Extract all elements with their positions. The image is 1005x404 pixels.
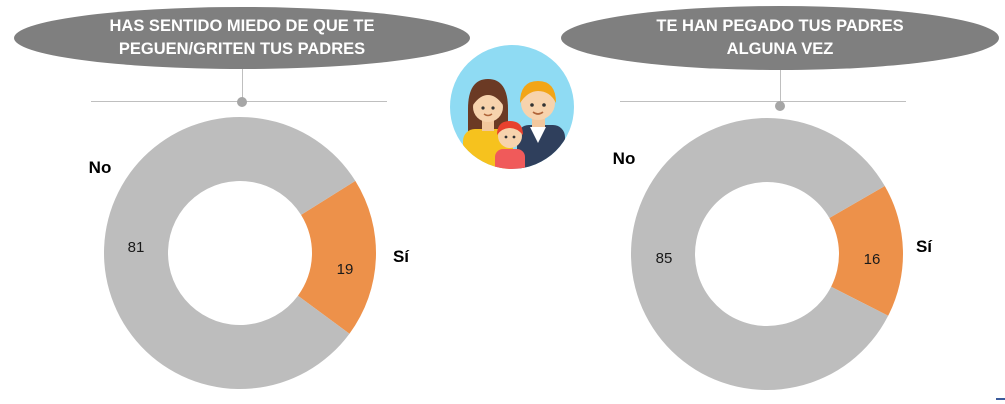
donut-chart-left: No Sí 81 19 — [89, 116, 410, 389]
data-label-no: 85 — [656, 250, 673, 267]
title-connector-dot-right — [775, 101, 785, 111]
data-label-si: 16 — [864, 251, 881, 268]
chart-title-left-line-2: PEGUEN/GRITEN TUS PADRES — [118, 40, 366, 58]
chart-title-left: HAS SENTIDO MIEDO DE QUE TE PEGUEN/GRITE… — [14, 7, 470, 69]
category-label-si: Sí — [916, 237, 933, 256]
title-connector-right — [780, 70, 781, 101]
donut-slice-si — [297, 180, 376, 334]
title-rule-right — [620, 101, 906, 102]
title-connector-dot-left — [237, 97, 247, 107]
data-label-si: 19 — [337, 261, 354, 278]
donut-slice-no — [631, 117, 889, 390]
title-connector-left — [242, 69, 243, 101]
chart-title-right-line-2: ALGUNA VEZ — [726, 40, 834, 58]
donut-slice-si — [829, 186, 903, 316]
family-icon — [450, 45, 574, 169]
data-label-no: 81 — [128, 239, 145, 256]
slide-corner-mark — [996, 398, 1005, 400]
category-label-no: No — [89, 158, 112, 177]
category-label-si: Sí — [393, 247, 410, 266]
donut-chart-right: No Sí 85 16 — [613, 117, 933, 390]
chart-title-left-line-1: HAS SENTIDO MIEDO DE QUE TE — [109, 17, 375, 35]
category-label-no: No — [613, 149, 636, 168]
chart-title-right-line-1: TE HAN PEGADO TUS PADRES — [656, 17, 904, 35]
chart-title-right: TE HAN PEGADO TUS PADRES ALGUNA VEZ — [561, 6, 999, 70]
donut-slice-no — [103, 116, 356, 389]
